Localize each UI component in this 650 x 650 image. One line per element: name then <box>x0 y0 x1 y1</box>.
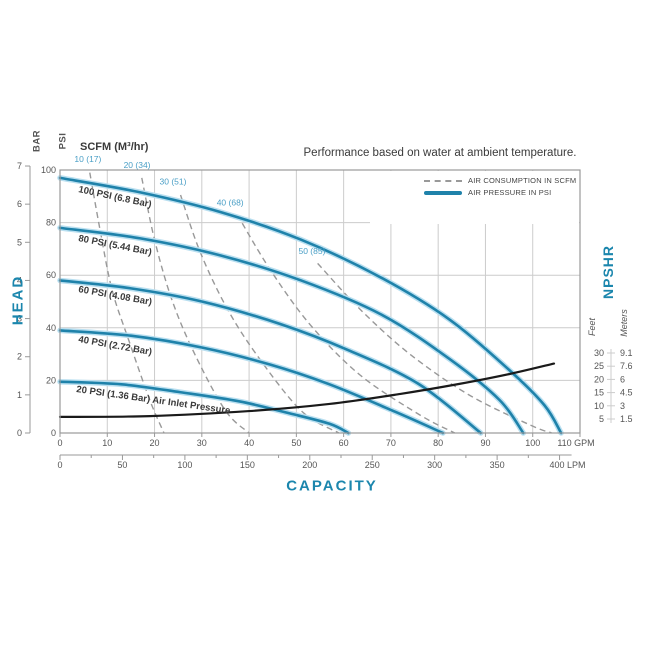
legend-air-consumption: AIR CONSUMPTION IN SCFM <box>424 176 576 185</box>
axis-tick-label: 50 (85) <box>298 246 325 256</box>
npshr-feet-label: Feet <box>587 317 597 337</box>
pressure-curve-p100 <box>58 176 563 435</box>
axis-tick-label: 400 LPM <box>550 460 586 470</box>
axis-tick-label: 100 <box>525 438 540 448</box>
axis-tick-label: 0 <box>51 428 56 438</box>
air-consumption-curve-s10 <box>89 172 165 434</box>
chart-title: Performance based on water at ambient te… <box>303 147 577 159</box>
axis-tick-label: 7.6 <box>620 361 633 371</box>
axis-tick-label: 20 (34) <box>124 160 151 170</box>
axis-tick-label: 2 <box>17 352 22 362</box>
axis-tick-label: 350 <box>490 460 505 470</box>
axis-tick-label: 100 <box>41 165 56 175</box>
pressure-curve-p80 <box>58 226 525 435</box>
axis-tick-label: 6 <box>620 374 625 384</box>
axis-tick-label: 60 <box>339 438 349 448</box>
axis-tick-label: 100 <box>177 460 192 470</box>
air-consumption-curve-s30 <box>179 194 340 434</box>
pressure-curve-p40 <box>58 329 445 435</box>
axis-tick-label: 80 <box>433 438 443 448</box>
axis-tick-label: 7 <box>17 161 22 171</box>
axis-tick-label: 9.1 <box>620 348 633 358</box>
axis-tick-label: 0 <box>57 438 62 448</box>
pressure-curve-p20 <box>58 380 350 435</box>
axis-tick-label: 30 <box>594 348 604 358</box>
bar-axis-label: BAR <box>31 129 43 153</box>
axis-tick-label: 90 <box>480 438 490 448</box>
axis-tick-label: 6 <box>17 199 22 209</box>
chart-legend: AIR CONSUMPTION IN SCFM AIR PRESSURE IN … <box>424 176 576 197</box>
legend-label: AIR CONSUMPTION IN SCFM <box>468 176 577 185</box>
axis-tick-label: 300 <box>427 460 442 470</box>
npshr-meters-label: Meters <box>619 309 629 337</box>
axis-tick-label: 60 <box>46 270 56 280</box>
legend-air-pressure: AIR PRESSURE IN PSI <box>424 188 576 197</box>
axis-tick-label: 3 <box>620 401 625 411</box>
air-consumption-curve-s40 <box>236 214 456 434</box>
axis-tick-label: 1 <box>17 390 22 400</box>
air-consumption-curve-s50 <box>317 262 552 434</box>
axis-tick-label: 200 <box>302 460 317 470</box>
axis-tick-label: 30 (51) <box>160 176 187 186</box>
psi-axis-label: PSI <box>57 132 69 150</box>
head-axis-label: HEAD <box>9 274 27 326</box>
axis-tick-label: 50 <box>291 438 301 448</box>
axis-tick-label: 110 GPM <box>557 438 594 448</box>
capacity-axis-label: CAPACITY <box>286 477 378 495</box>
axis-tick-label: 30 <box>197 438 207 448</box>
axis-tick-label: 10 (17) <box>74 154 101 164</box>
axis-tick-label: 50 <box>117 460 127 470</box>
axis-tick-label: 250 <box>365 460 380 470</box>
axis-tick-label: 10 <box>102 438 112 448</box>
legend-label: AIR PRESSURE IN PSI <box>468 188 552 197</box>
axis-tick-label: 1.5 <box>620 414 633 424</box>
axis-tick-label: 20 <box>150 438 160 448</box>
axis-tick-label: 5 <box>17 237 22 247</box>
plot-border <box>59 169 581 434</box>
axis-tick-label: 40 <box>46 323 56 333</box>
npshr-axis-label: NPSHR <box>600 244 616 300</box>
axis-tick-label: 5 <box>599 414 604 424</box>
axis-tick-label: 40 (68) <box>217 198 244 208</box>
axis-tick-label: 15 <box>594 388 604 398</box>
axis-tick-label: 0 <box>57 460 62 470</box>
axis-tick-label: 4.5 <box>620 388 633 398</box>
axis-tick-label: 10 <box>594 401 604 411</box>
axis-tick-label: 4 <box>17 275 22 285</box>
npshr-curve <box>58 362 556 418</box>
axis-tick-label: 150 <box>240 460 255 470</box>
axis-tick-label: 3 <box>17 314 22 324</box>
solid-line-swatch <box>424 190 462 195</box>
pressure-curve-p60 <box>58 279 483 435</box>
axis-tick-label: 80 <box>46 218 56 228</box>
axis-tick-label: 0 <box>17 428 22 438</box>
axis-tick-label: 20 <box>46 375 56 385</box>
axis-tick-label: 40 <box>244 438 254 448</box>
axis-tick-label: 70 <box>386 438 396 448</box>
dashed-line-swatch <box>424 179 462 182</box>
legend-background <box>370 171 579 224</box>
axis-tick-label: 20 <box>594 374 604 384</box>
scfm-axis-header: SCFM (M³/hr) <box>80 141 149 153</box>
axis-tick-label: 25 <box>594 361 604 371</box>
